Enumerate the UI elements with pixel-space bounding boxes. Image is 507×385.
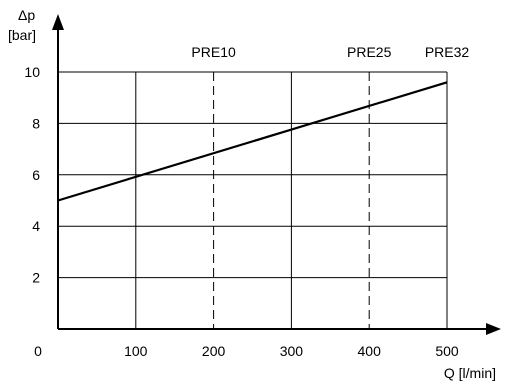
x-tick-label: 0 bbox=[34, 343, 42, 359]
marker-label-0: PRE10 bbox=[191, 44, 236, 60]
marker-label-2: PRE32 bbox=[425, 44, 470, 60]
x-tick-label: 400 bbox=[358, 343, 382, 359]
marker-labels: PRE10 PRE25 PRE32 bbox=[191, 44, 469, 60]
axes bbox=[52, 14, 501, 335]
y-tick-label: 6 bbox=[32, 167, 40, 183]
y-axis-symbol: Δp bbox=[18, 7, 35, 23]
series bbox=[57, 81, 448, 202]
x-tick-label: 500 bbox=[435, 343, 459, 359]
y-axis-unit: [bar] bbox=[8, 27, 36, 43]
y-tick-labels: 2 4 6 8 10 bbox=[24, 64, 40, 286]
x-tick-label: 100 bbox=[124, 343, 148, 359]
y-tick-label: 2 bbox=[32, 270, 40, 286]
series-line-0 bbox=[57, 81, 448, 202]
x-tick-label: 200 bbox=[202, 343, 226, 359]
x-tick-labels: 0 100 200 300 400 500 bbox=[34, 343, 459, 359]
x-tick-label: 300 bbox=[280, 343, 304, 359]
grid-lines bbox=[58, 71, 448, 329]
y-axis-arrow bbox=[52, 14, 64, 30]
x-axis-label: Q [l/min] bbox=[444, 365, 496, 381]
y-tick-label: 10 bbox=[24, 64, 40, 80]
marker-label-1: PRE25 bbox=[347, 44, 392, 60]
y-tick-label: 8 bbox=[32, 115, 40, 131]
x-axis-arrow bbox=[486, 323, 501, 335]
y-tick-label: 4 bbox=[32, 218, 40, 234]
marker-lines bbox=[213, 72, 370, 329]
